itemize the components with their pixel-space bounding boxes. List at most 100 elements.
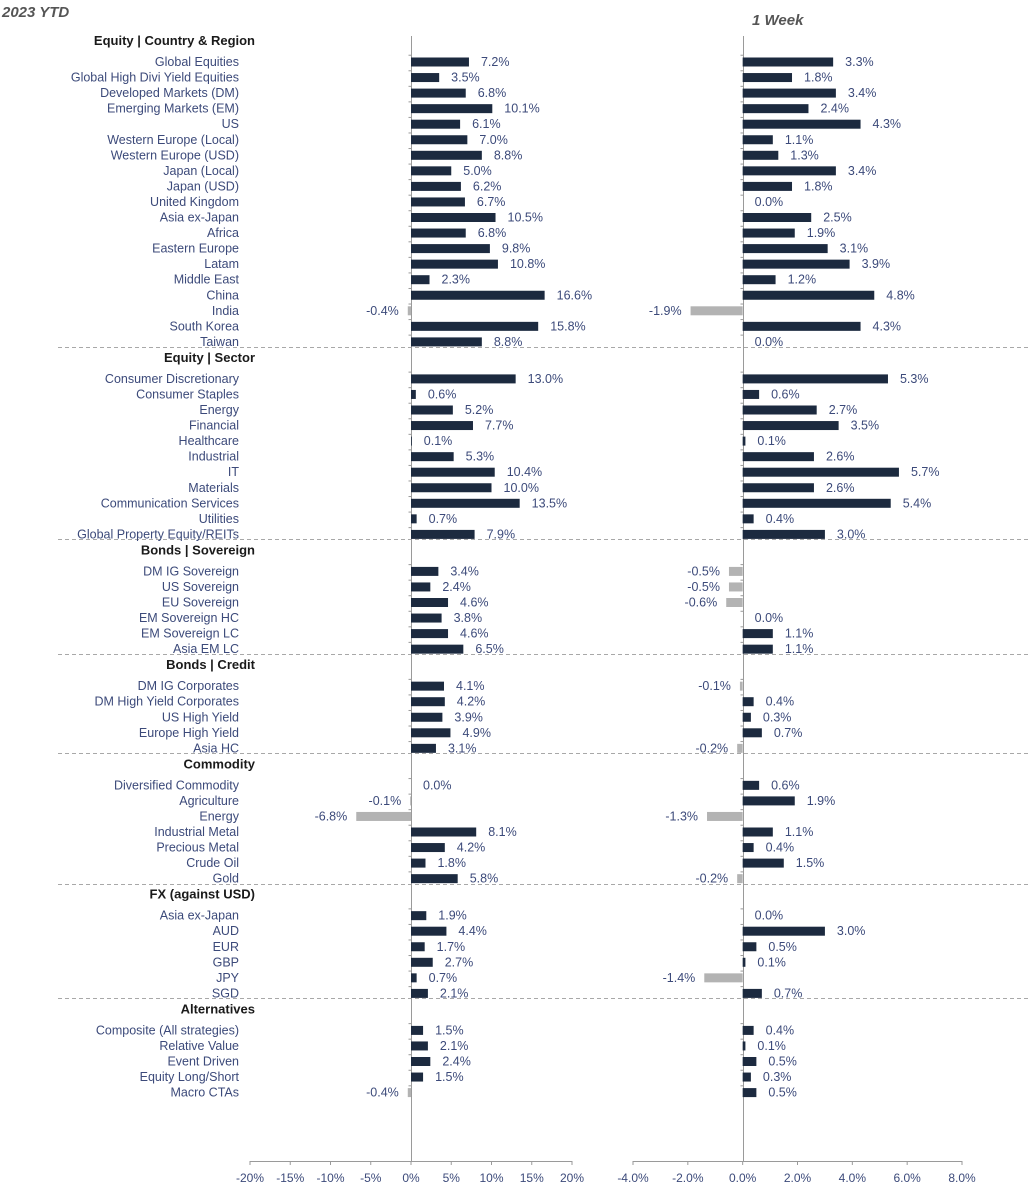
ytd-bar-aud — [411, 926, 447, 936]
ytd-bar-africa — [411, 228, 466, 238]
ytd-bar-latam — [411, 259, 498, 269]
week-bar-energy — [707, 811, 743, 821]
week-bar-macro-ctas — [742, 1088, 757, 1098]
week-value-label: 3.5% — [851, 419, 880, 433]
week-tick-label: -4.0% — [617, 1171, 649, 1185]
ytd-bar-sgd — [411, 988, 428, 998]
ytd-tick-label: 5% — [443, 1171, 461, 1185]
ytd-value-label: 2.1% — [440, 1039, 469, 1053]
ytd-bar-equity-long-short — [411, 1072, 424, 1082]
week-tick-label: 0.0% — [729, 1171, 757, 1185]
row-label-us-sovereign: US Sovereign — [162, 580, 239, 594]
ytd-bar-global-high-divi-yield-equities — [411, 73, 440, 83]
week-value-label: -0.2% — [696, 872, 729, 886]
ytd-bar-gbp — [411, 957, 433, 967]
week-bar-global-equities — [742, 57, 834, 67]
axes: -20% -15% -10% -5% 0% 5% 10% 15% 20% -4.0% -2.0% 0.… — [236, 36, 976, 1185]
row-label-gold: Gold — [213, 872, 239, 886]
row-label-global-property-equity-reits: Global Property Equity/REITs — [77, 527, 239, 541]
week-value-label: 3.4% — [848, 86, 877, 100]
row-label-africa: Africa — [207, 226, 239, 240]
row-label-india: India — [212, 304, 239, 318]
row-label-macro-ctas: Macro CTAs — [170, 1086, 239, 1100]
ytd-value-label: 8.1% — [488, 825, 516, 839]
row-label-dm-ig-corporates: DM IG Corporates — [138, 679, 239, 693]
section-header-equity-sector: Equity | Sector — [164, 350, 255, 365]
week-value-label: 1.1% — [785, 133, 814, 147]
ytd-value-label: 2.4% — [442, 580, 471, 594]
week-bar-consumer-discretionary — [742, 374, 888, 384]
row-label-asia-ex-japan: Asia ex-Japan — [160, 909, 239, 923]
week-value-label: 0.3% — [763, 1070, 792, 1084]
ytd-bar-healthcare — [411, 436, 412, 446]
week-bar-asia-hc — [737, 743, 743, 753]
labels: Equity | Country & Region Equity | Sector… — [71, 33, 940, 1100]
week-value-label: 0.4% — [766, 841, 795, 855]
week-value-label: 2.5% — [823, 211, 852, 225]
ytd-bar-developed-markets-dm — [411, 88, 466, 98]
week-value-label: 2.6% — [826, 450, 855, 464]
week-value-label: 1.8% — [804, 179, 833, 193]
week-bar-south-korea — [742, 321, 861, 331]
week-value-label: 5.3% — [900, 372, 929, 386]
week-bar-jpy — [704, 973, 743, 983]
ytd-bar-financial — [411, 421, 473, 431]
ytd-value-label: 2.1% — [440, 986, 469, 1000]
ytd-value-label: 10.4% — [507, 465, 542, 479]
ytd-bar-communication-services — [411, 498, 520, 508]
week-value-label: 2.4% — [820, 102, 849, 116]
ytd-bar-dm-ig-corporates — [411, 681, 445, 691]
row-label-us: US — [222, 117, 239, 131]
week-value-label: -0.2% — [696, 741, 729, 755]
week-value-label: 0.4% — [766, 512, 795, 526]
row-label-us-high-yield: US High Yield — [162, 710, 239, 724]
ytd-bar-europe-high-yield — [411, 728, 451, 738]
week-value-label: 4.8% — [886, 288, 915, 302]
week-value-label: 1.2% — [788, 273, 817, 287]
week-panel-title: 1 Week — [752, 12, 804, 29]
week-bar-equity-long-short — [742, 1072, 751, 1082]
ytd-bar-western-europe-local — [411, 135, 468, 145]
row-label-industrial: Industrial — [188, 450, 239, 464]
ytd-value-label: 7.0% — [479, 133, 508, 147]
week-value-label: 0.3% — [763, 710, 792, 724]
week-bar-dm-ig-sovereign — [728, 566, 743, 576]
ytd-value-label: 13.0% — [528, 372, 563, 386]
section-header-bonds-sovereign: Bonds | Sovereign — [141, 542, 255, 557]
ytd-value-label: 1.8% — [437, 856, 466, 870]
ytd-value-label: 9.8% — [502, 242, 531, 256]
row-label-agriculture: Agriculture — [179, 794, 239, 808]
week-value-label: -1.9% — [649, 304, 682, 318]
ytd-value-label: 5.2% — [465, 403, 494, 417]
ytd-bar-eu-sovereign — [411, 598, 449, 607]
week-value-label: -0.6% — [685, 596, 718, 610]
week-value-label: 3.0% — [837, 527, 866, 541]
ytd-value-label: 2.3% — [442, 273, 471, 287]
week-bar-asia-ex-japan — [742, 213, 812, 222]
row-label-developed-markets-dm: Developed Markets (DM) — [100, 86, 239, 100]
week-bar-gbp — [742, 957, 746, 967]
ytd-value-label: 13.5% — [532, 496, 567, 510]
week-bar-it — [742, 467, 899, 477]
row-label-materials: Materials — [188, 481, 239, 495]
week-bar-crude-oil — [742, 858, 784, 868]
row-label-em-sovereign-hc: EM Sovereign HC — [139, 611, 239, 625]
week-value-label: -0.5% — [687, 564, 720, 578]
week-value-label: 3.0% — [837, 924, 866, 938]
week-value-label: 0.6% — [771, 387, 800, 401]
row-label-global-equities: Global Equities — [155, 55, 239, 69]
ytd-tick-label: -15% — [276, 1171, 304, 1185]
ytd-value-label: 5.3% — [466, 450, 495, 464]
ytd-value-label: 4.6% — [460, 627, 489, 641]
ytd-value-label: 3.8% — [454, 611, 483, 625]
ytd-value-label: 1.5% — [435, 1070, 464, 1084]
row-label-equity-long-short: Equity Long/Short — [140, 1070, 240, 1084]
week-bar-eur — [742, 942, 757, 952]
week-bar-latam — [742, 259, 850, 269]
week-bar-aud — [742, 926, 825, 936]
week-value-label: 0.5% — [768, 1055, 797, 1069]
row-label-sgd: SGD — [212, 986, 239, 1000]
row-label-energy: Energy — [199, 403, 239, 417]
ytd-value-label: 4.4% — [458, 924, 487, 938]
